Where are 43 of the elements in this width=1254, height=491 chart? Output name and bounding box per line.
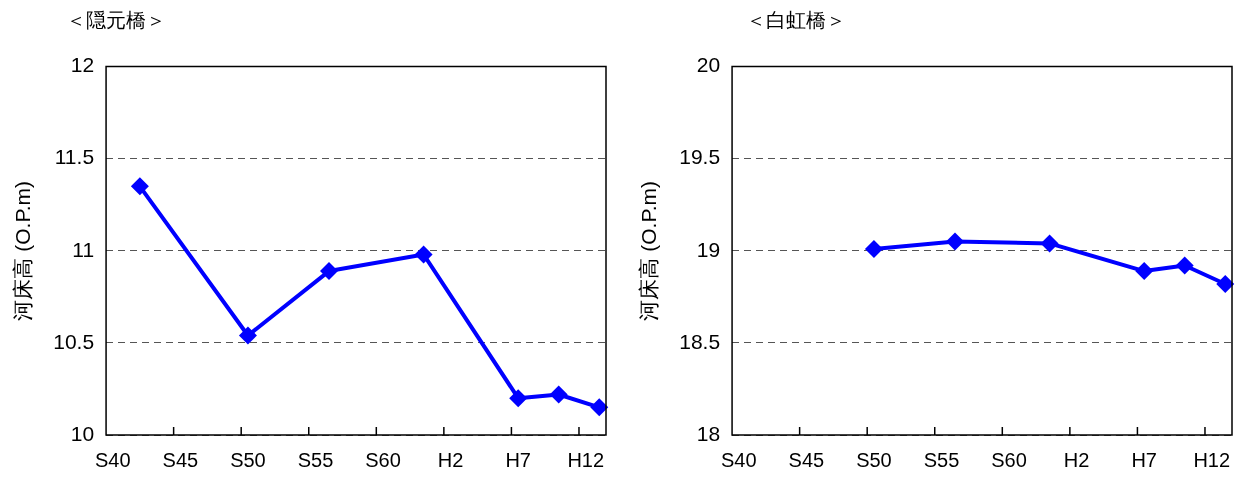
x-tick-label: H2 (1063, 448, 1090, 471)
y-tick-label: 19.5 (679, 145, 721, 169)
x-tick-label: H7 (1131, 448, 1157, 471)
point (414, 245, 433, 264)
chart-title: ＜隠元橋＞ (66, 8, 167, 33)
y-tick-label: 11 (72, 237, 95, 261)
y-tick-label: 18 (696, 421, 721, 445)
y-tick-label: 10.5 (53, 329, 95, 353)
point (590, 398, 609, 417)
x-tick-label: S40 (95, 448, 131, 471)
x-tick-label: H12 (1193, 448, 1231, 471)
y-axis-title: 河床高 (O.P.m) (637, 180, 661, 321)
point (130, 177, 149, 196)
x-tick-label: S55 (923, 448, 960, 471)
point (1175, 256, 1194, 275)
point (946, 232, 965, 251)
chart-title: ＜白虹橋＞ (746, 8, 847, 33)
x-tick-label: S60 (991, 448, 1027, 471)
y-tick-label: 10 (70, 421, 95, 445)
point (320, 262, 339, 281)
x-tick-label: S60 (365, 448, 401, 471)
point (1135, 262, 1154, 281)
x-tick-label: H12 (567, 448, 605, 471)
x-tick-label: S40 (721, 448, 757, 471)
point (549, 385, 568, 404)
point (864, 239, 883, 258)
point (1040, 234, 1059, 253)
x-tick-label: H2 (437, 448, 464, 471)
x-tick-label: S55 (297, 448, 334, 471)
point (509, 389, 528, 408)
y-tick-label: 20 (696, 53, 721, 77)
x-tick-label: H7 (505, 448, 531, 471)
x-tick-label: S45 (162, 448, 199, 471)
y-tick-label: 11.5 (54, 145, 95, 169)
x-tick-label: S45 (788, 448, 825, 471)
y-tick-label: 18.5 (679, 329, 721, 353)
point (1216, 274, 1235, 293)
y-tick-label: 12 (70, 53, 95, 77)
x-tick-label: S50 (856, 448, 892, 471)
point (238, 326, 257, 345)
x-tick-label: S50 (230, 448, 266, 471)
y-axis-title: 河床高 (O.P.m) (11, 180, 35, 321)
y-tick-label: 19 (696, 237, 721, 261)
